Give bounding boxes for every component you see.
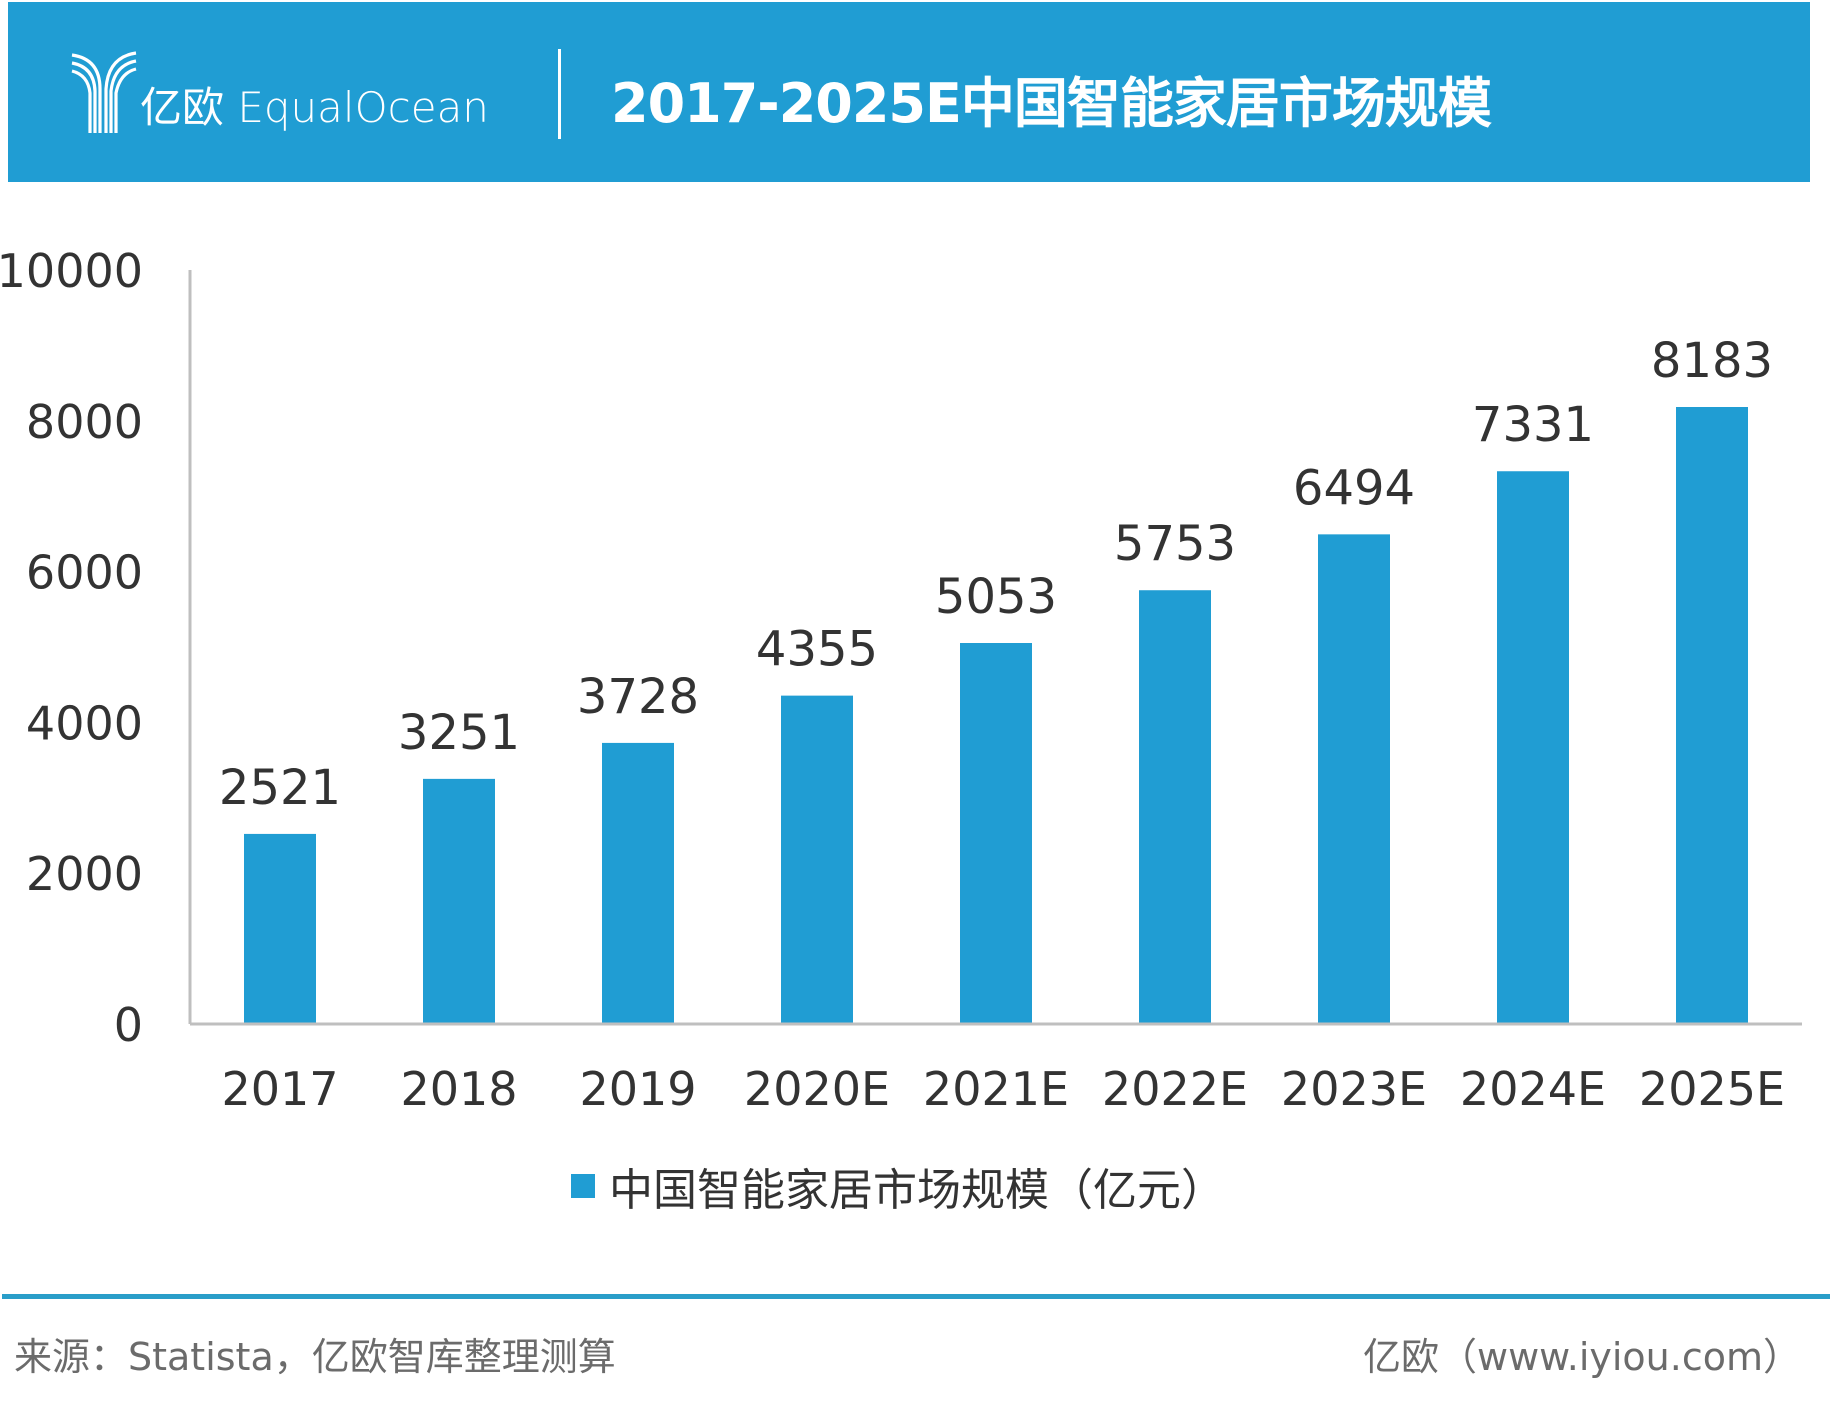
- data-label-2024E: 7331: [1472, 397, 1594, 453]
- y-tick-label: 4000: [26, 696, 143, 750]
- bar-2017: [244, 833, 316, 1024]
- data-label-2022E: 5753: [1114, 516, 1236, 572]
- x-tick-label-2021E: 2021E: [923, 1062, 1069, 1116]
- x-tick-label-2020E: 2020E: [744, 1062, 890, 1116]
- bar-2023E: [1318, 534, 1390, 1024]
- data-label-2021E: 5053: [935, 569, 1057, 625]
- data-label-2017: 2521: [219, 760, 341, 816]
- site-credit: 亿欧（www.iyiou.com）: [1362, 1335, 1801, 1379]
- data-label-2023E: 6494: [1293, 460, 1415, 516]
- x-tick-label-2018: 2018: [400, 1062, 517, 1116]
- y-tick-label: 6000: [26, 546, 143, 600]
- x-tick-label-2024E: 2024E: [1460, 1062, 1606, 1116]
- bar-2021E: [960, 643, 1032, 1024]
- y-tick-label: 8000: [26, 395, 143, 449]
- x-tick-label-2025E: 2025E: [1639, 1062, 1785, 1116]
- y-tick-label: 2000: [26, 847, 143, 901]
- bar-2019: [602, 742, 674, 1024]
- y-axis-ticks: 0 2000 4000 6000 8000 10000: [0, 244, 143, 1052]
- y-tick-label: 10000: [0, 244, 143, 298]
- bar-2024E: [1497, 471, 1569, 1024]
- bar-chart: 0 2000 4000 6000 8000 10000 2521 3251 3728 4355 5…: [0, 244, 1802, 1116]
- data-labels: 2521 3251 3728 4355 5053 5753 6494 7331 8183: [219, 333, 1773, 816]
- header-banner: 亿欧 EqualOcean 2017-2025E中国智能家居市场规模: [8, 2, 1810, 182]
- x-tick-label-2022E: 2022E: [1102, 1062, 1248, 1116]
- bar-2022E: [1139, 590, 1211, 1024]
- x-axis-ticks: 2017 2018 2019 2020E 2021E 2022E 2023E 2024E 202…: [221, 1062, 1785, 1116]
- bar-2020E: [781, 695, 853, 1024]
- x-tick-label-2023E: 2023E: [1281, 1062, 1427, 1116]
- legend: 中国智能家居市场规模（亿元）: [571, 1158, 1225, 1216]
- x-tick-label-2017: 2017: [221, 1062, 338, 1116]
- chart-title: 2017-2025E中国智能家居市场规模: [611, 72, 1492, 135]
- data-label-2019: 3728: [577, 669, 699, 725]
- logo-text: 亿欧 EqualOcean: [140, 83, 489, 132]
- data-label-2025E: 8183: [1651, 333, 1773, 389]
- data-label-2018: 3251: [398, 705, 520, 761]
- x-tick-label-2019: 2019: [579, 1062, 696, 1116]
- footer-divider: [2, 1294, 1830, 1299]
- bar-2025E: [1676, 407, 1748, 1024]
- equalocean-logo-icon: [71, 51, 137, 133]
- header-divider: [558, 49, 561, 139]
- bars: [244, 407, 1748, 1024]
- data-label-2020E: 4355: [756, 622, 878, 678]
- legend-swatch: [571, 1174, 595, 1198]
- source-note: 来源：Statista，亿欧智库整理测算: [14, 1335, 616, 1379]
- bar-2018: [423, 778, 495, 1024]
- y-tick-label: 0: [114, 998, 143, 1052]
- legend-label: 中国智能家居市场规模（亿元）: [609, 1165, 1225, 1216]
